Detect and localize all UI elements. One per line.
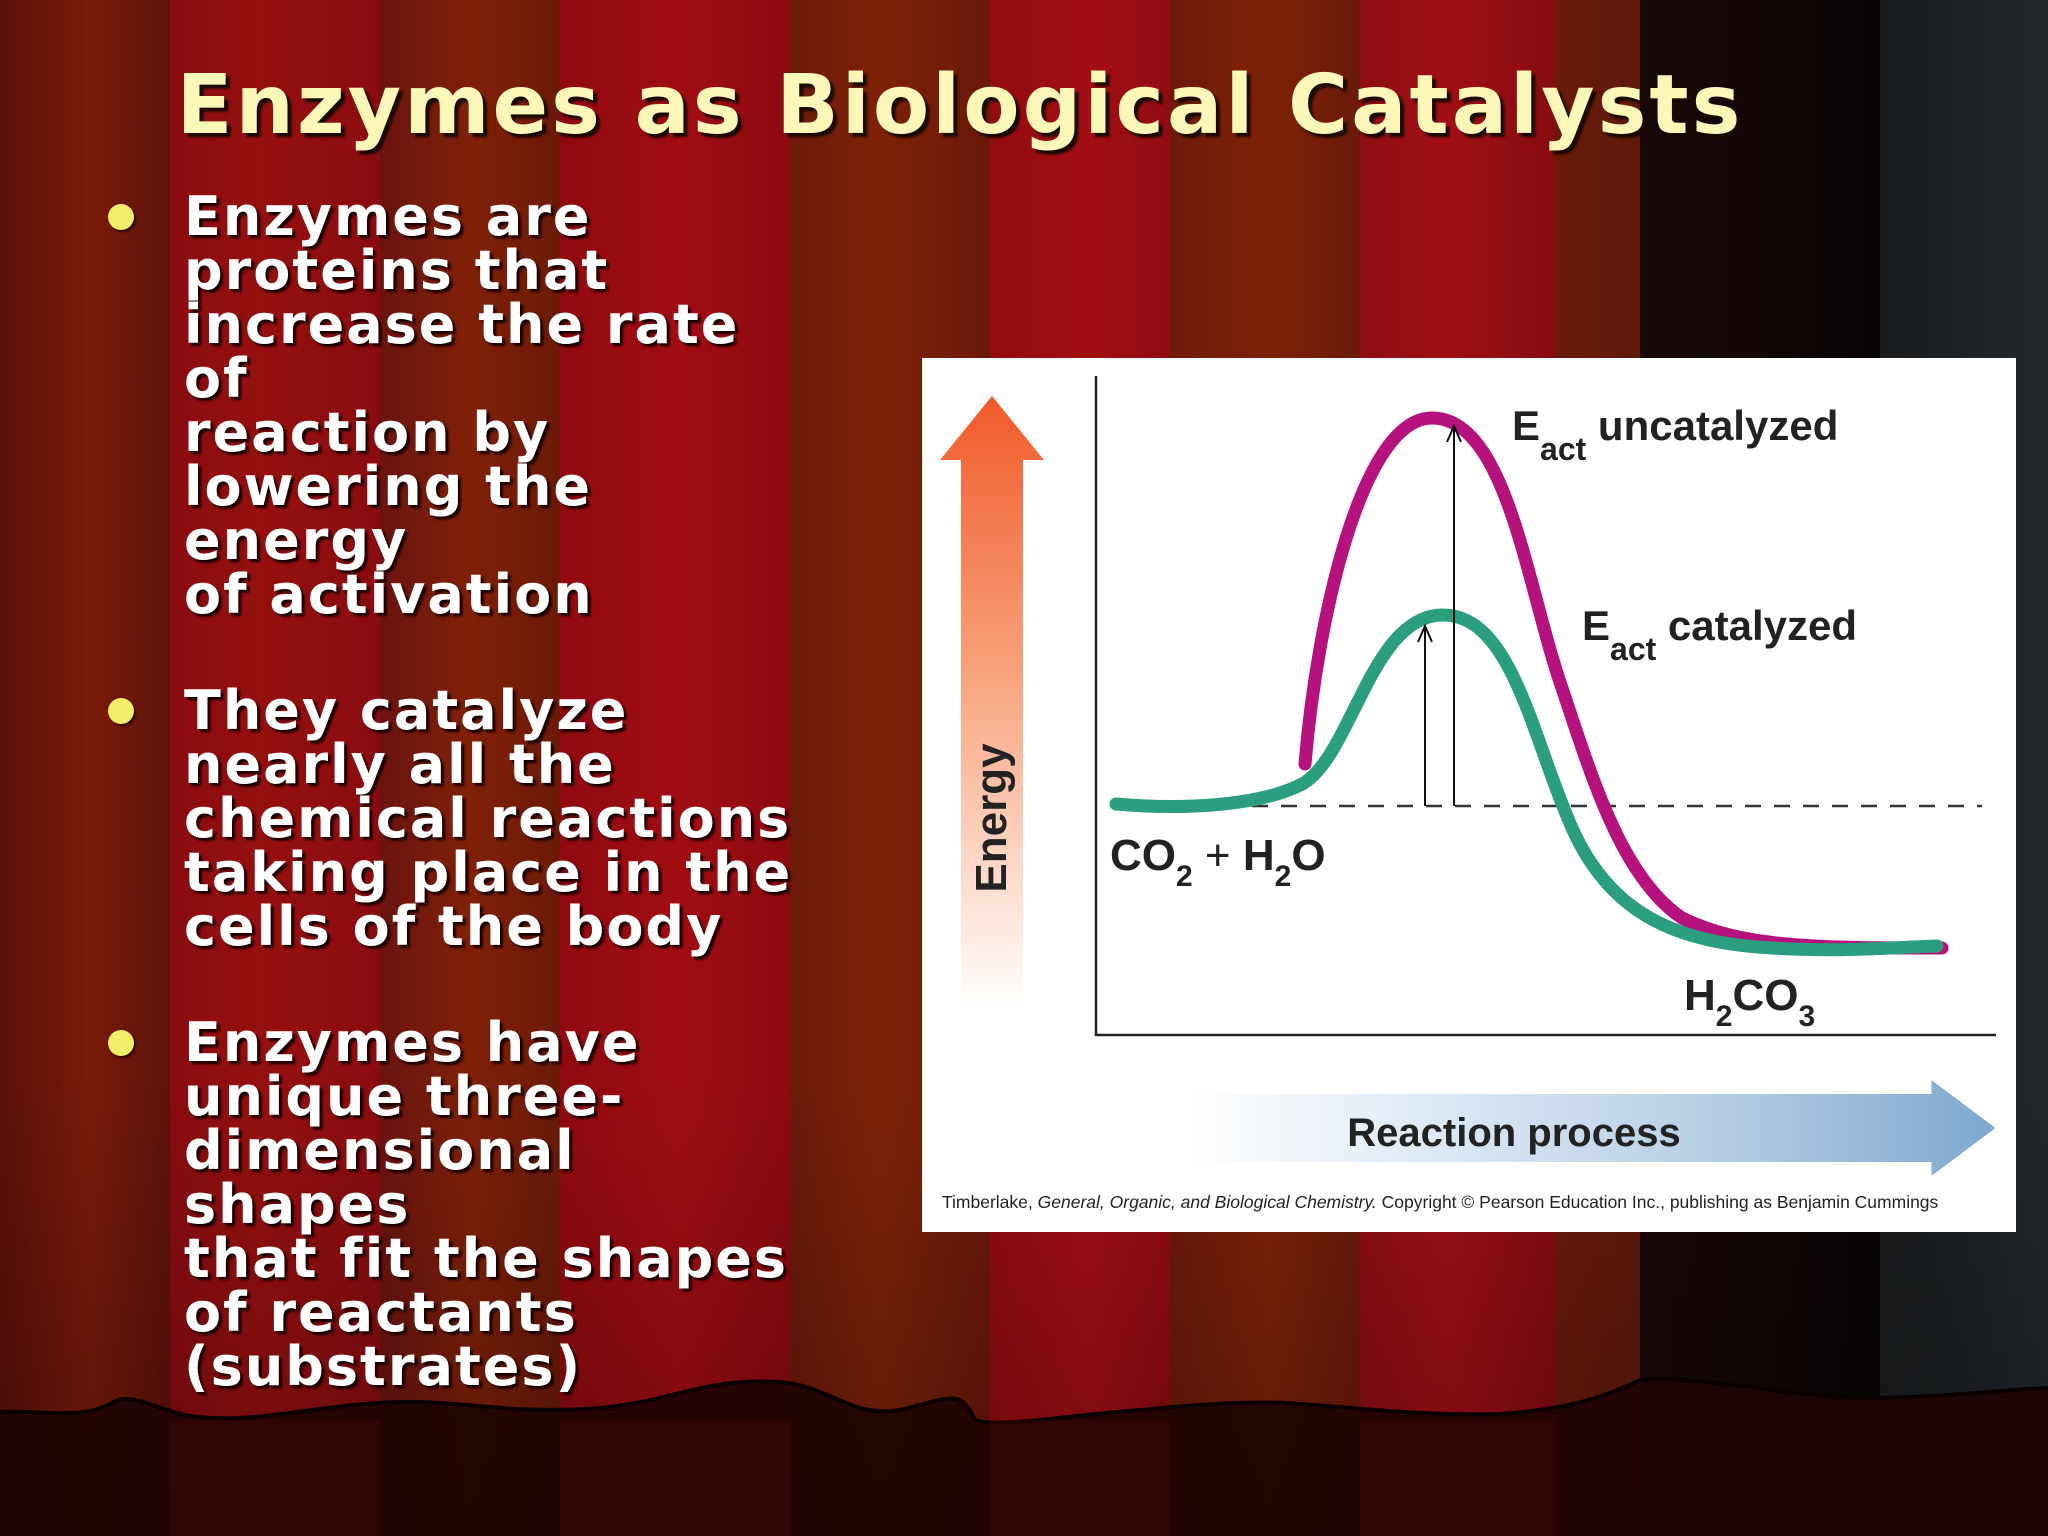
caption-prefix: Timberlake,: [942, 1192, 1038, 1212]
bullet-line: that fit the shapes: [184, 1227, 789, 1290]
reaction-process-arrow: [1189, 1080, 1996, 1176]
energy-axis-label: Energy: [967, 743, 1016, 893]
reaction-process-label: Reaction process: [1347, 1111, 1680, 1155]
bullet-line: Enzymes have: [184, 1011, 641, 1074]
caption-copyright: Copyright © Pearson Education Inc., publ…: [1376, 1192, 1939, 1212]
uncatalyzed-curve: [1298, 411, 1949, 955]
bullet-line: of reactants: [184, 1281, 578, 1344]
caption-book-title: General, Organic, and Biological Chemist…: [1037, 1192, 1377, 1212]
bullet-line: of activation: [184, 563, 594, 626]
bullet-line: taking place in the: [184, 841, 793, 904]
bullet-dot-icon: [108, 204, 134, 230]
arrowhead-icon: [1446, 423, 1462, 443]
products-label: H2CO3: [1684, 971, 1815, 1033]
bullet-item: Enzymes have unique three- dimensional s…: [108, 1016, 808, 1394]
bullet-line: Enzymes are: [184, 185, 592, 248]
energy-diagram: Energy Eact uncatalyzed Eact catalyzed C…: [940, 376, 1996, 1176]
bullet-line: chemical reactions: [184, 787, 792, 850]
bullet-line: reaction by: [184, 401, 551, 464]
energy-axis-arrow: [940, 396, 1044, 1008]
bullet-line: cells of the body: [184, 895, 724, 958]
bullet-line: unique three-: [184, 1065, 625, 1128]
bullet-item: They catalyze nearly all the chemical re…: [108, 684, 808, 954]
catalyzed-curve: [1109, 608, 1944, 957]
curtain-hem: [0, 1377, 2048, 1536]
bullet-dot-icon: [108, 1030, 134, 1056]
bullet-line: increase the rate of: [184, 293, 740, 410]
bullet-line: nearly all the: [184, 733, 616, 796]
uncatalyzed-label: Eact uncatalyzed: [1512, 402, 1838, 467]
figure-caption: Timberlake, General, Organic, and Biolog…: [942, 1192, 2012, 1213]
bullet-line: dimensional shapes: [184, 1119, 576, 1236]
slide-title: Enzymes as Biological Catalysts: [176, 58, 1744, 153]
bullet-line: (substrates): [184, 1335, 583, 1398]
catalyzed-label: Eact catalyzed: [1582, 602, 1857, 667]
bullet-line: They catalyze: [184, 679, 629, 742]
reactants-label: CO2 + H2O: [1110, 831, 1326, 893]
bullet-item: Enzymes are proteins that increase the r…: [108, 190, 808, 622]
bullet-line: proteins that: [184, 239, 610, 302]
bullet-list: Enzymes are proteins that increase the r…: [108, 190, 808, 1456]
bullet-dot-icon: [108, 698, 134, 724]
arrowhead-icon: [1417, 623, 1433, 643]
energy-diagram-figure: Energy Eact uncatalyzed Eact catalyzed C…: [922, 358, 2016, 1232]
bullet-line: lowering the energy: [184, 455, 593, 572]
